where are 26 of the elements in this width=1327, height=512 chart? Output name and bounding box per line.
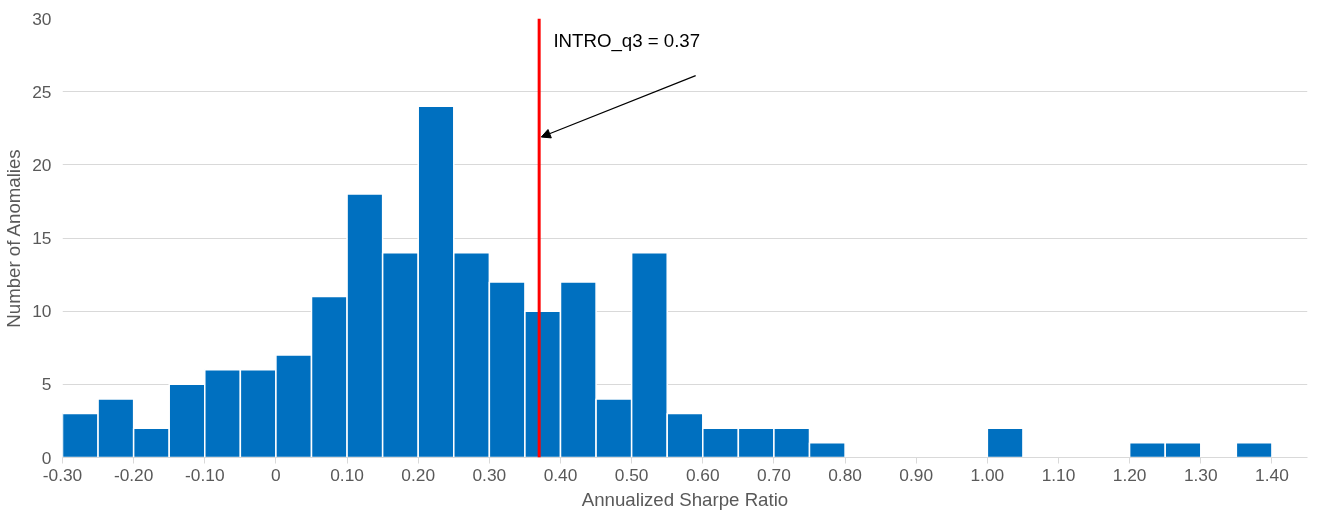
x-tick-label: 0.50 <box>614 464 649 485</box>
y-axis-title: Number of Anomalies <box>3 149 25 328</box>
x-tick-label: 0.10 <box>330 464 364 485</box>
y-tick-label: 10 <box>32 301 52 322</box>
y-tick-label: 30 <box>32 8 52 29</box>
x-axis-title: Annualized Sharpe Ratio <box>581 488 789 510</box>
x-tick-label: -0.10 <box>185 464 225 485</box>
x-tick-label: 0.30 <box>472 464 507 485</box>
x-tick-label: 1.40 <box>1255 464 1289 485</box>
x-tick-label: 1.00 <box>970 464 1005 485</box>
x-tick-label: 0.40 <box>543 464 578 485</box>
x-tick-label: 0 <box>271 464 281 485</box>
ref-line-label: INTRO_q3 = 0.37 <box>553 29 701 52</box>
x-tick-label: 0.70 <box>757 464 791 485</box>
y-tick-label: 20 <box>32 154 52 175</box>
y-tick-label: 15 <box>32 228 52 248</box>
y-tick-label: 25 <box>32 81 52 102</box>
x-tick-label: 0.80 <box>828 464 862 485</box>
x-tick-label: -0.20 <box>113 464 154 485</box>
y-tick-label: 5 <box>41 374 52 395</box>
x-tick-label: 0.60 <box>685 464 720 485</box>
x-tick-label: 1.20 <box>1112 464 1147 485</box>
x-tick-label: 0.20 <box>401 464 436 485</box>
x-tick-label: 1.30 <box>1183 464 1218 485</box>
x-tick-label: 1.10 <box>1041 464 1076 485</box>
x-tick-label: 0.90 <box>899 464 934 485</box>
